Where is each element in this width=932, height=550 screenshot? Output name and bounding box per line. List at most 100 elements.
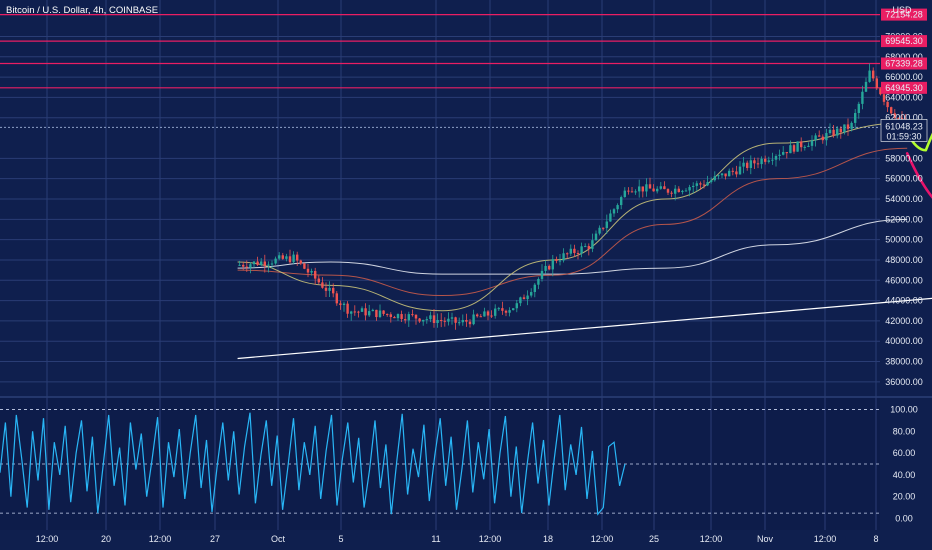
candle-body xyxy=(828,129,832,134)
candle-body xyxy=(285,256,288,259)
candle-body xyxy=(242,264,245,267)
candle-body xyxy=(422,319,425,322)
candle-body xyxy=(620,197,623,206)
candle-body xyxy=(771,159,774,161)
candle-body xyxy=(749,160,752,168)
time-tick-label: 5 xyxy=(338,534,343,544)
candle-body xyxy=(713,176,716,181)
candle-body xyxy=(281,255,284,259)
candle-body xyxy=(728,170,731,177)
candle-body xyxy=(436,319,439,323)
time-tick-label: 11 xyxy=(431,534,440,544)
time-tick-label: 12:00 xyxy=(36,534,59,544)
candle-body xyxy=(688,187,691,191)
candle-body xyxy=(692,185,695,188)
candle-body xyxy=(562,253,565,261)
candle-body xyxy=(695,183,698,186)
price-tick-label: 62000.00 xyxy=(885,113,923,123)
candle-body xyxy=(288,256,292,263)
candle-body xyxy=(249,264,252,268)
candle-body xyxy=(486,311,490,316)
candle-body xyxy=(418,318,421,322)
resistance-tag xyxy=(881,57,927,70)
candle-body xyxy=(263,261,266,266)
candle-body xyxy=(879,88,882,95)
candle-body xyxy=(720,173,724,176)
oscillator-tick-label: 60.00 xyxy=(893,448,916,458)
candle-body xyxy=(314,270,317,279)
candle-body xyxy=(458,322,461,324)
candle-body xyxy=(508,310,511,313)
candle-body xyxy=(836,128,839,136)
candle-body xyxy=(656,188,659,192)
candle-body xyxy=(699,183,702,185)
price-tick-label: 64000.00 xyxy=(885,92,923,102)
candle-body xyxy=(591,240,594,249)
candle-body xyxy=(270,263,274,265)
candle-body xyxy=(490,315,493,317)
time-tick-label: Nov xyxy=(757,534,774,544)
oscillator-tick-label: 100.00 xyxy=(890,404,918,414)
candle-body xyxy=(443,320,446,322)
candle-body xyxy=(497,308,500,310)
candle-body xyxy=(321,282,324,288)
candle-body xyxy=(267,264,270,266)
candle-body xyxy=(382,310,385,314)
candle-body xyxy=(609,213,612,222)
moving-averages xyxy=(237,122,908,312)
candle-body xyxy=(634,191,637,193)
candle-body xyxy=(501,308,504,311)
candle-body xyxy=(735,171,738,175)
moving-average-line xyxy=(237,122,908,312)
candle-body xyxy=(396,314,400,319)
candle-body xyxy=(803,146,806,148)
resistance-label: 67339.28 xyxy=(885,59,923,69)
time-tick-label: 27 xyxy=(210,534,220,544)
candle-body xyxy=(299,260,302,264)
candle-body xyxy=(386,313,389,315)
candle-body xyxy=(371,309,374,312)
candle-body xyxy=(746,162,749,168)
candle-body xyxy=(432,315,436,323)
resistance-label: 72154.28 xyxy=(885,10,923,20)
candle-body xyxy=(328,287,331,291)
candle-body xyxy=(760,158,763,165)
candle-body xyxy=(368,311,371,316)
drawn-arrows xyxy=(905,131,932,199)
candle-body xyxy=(774,156,778,160)
time-tick-label: 20 xyxy=(101,534,111,544)
candle-body xyxy=(530,292,533,296)
candle-body xyxy=(810,140,814,146)
candle-body xyxy=(317,278,320,283)
candle-body xyxy=(598,227,601,234)
time-tick-label: 25 xyxy=(649,534,659,544)
candle-body xyxy=(612,209,616,214)
candle-body xyxy=(483,311,486,317)
candle-body xyxy=(861,91,864,104)
candle-body xyxy=(324,287,328,291)
candle-body xyxy=(533,284,536,293)
candle-body xyxy=(846,124,850,129)
candle-body xyxy=(605,221,608,229)
current-price-tag xyxy=(880,119,928,142)
candle-body xyxy=(641,186,644,192)
time-tick-label: 12:00 xyxy=(700,534,723,544)
candle-body xyxy=(893,113,896,118)
oscillator-tick-label: 80.00 xyxy=(893,426,916,436)
candles xyxy=(238,63,907,330)
time-tick-label: 18 xyxy=(543,534,553,544)
candle-body xyxy=(850,122,853,129)
price-tick-label: 56000.00 xyxy=(885,174,923,184)
candle-body xyxy=(274,258,277,264)
candle-body xyxy=(663,186,666,190)
trendline-layer xyxy=(237,297,932,360)
candle-body xyxy=(706,182,709,186)
candle-body xyxy=(638,186,641,192)
current-price-label: 61048.23 xyxy=(885,121,923,131)
candle-body xyxy=(821,136,824,141)
price-tick-label: 50000.00 xyxy=(885,235,923,245)
candle-body xyxy=(414,314,418,319)
candle-body xyxy=(584,246,587,248)
